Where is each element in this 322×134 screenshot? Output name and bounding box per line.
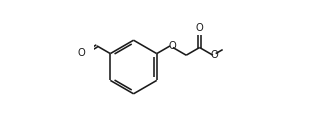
Text: O: O: [211, 50, 219, 60]
Text: O: O: [196, 23, 204, 33]
Text: O: O: [78, 48, 85, 58]
Text: O: O: [168, 41, 176, 51]
